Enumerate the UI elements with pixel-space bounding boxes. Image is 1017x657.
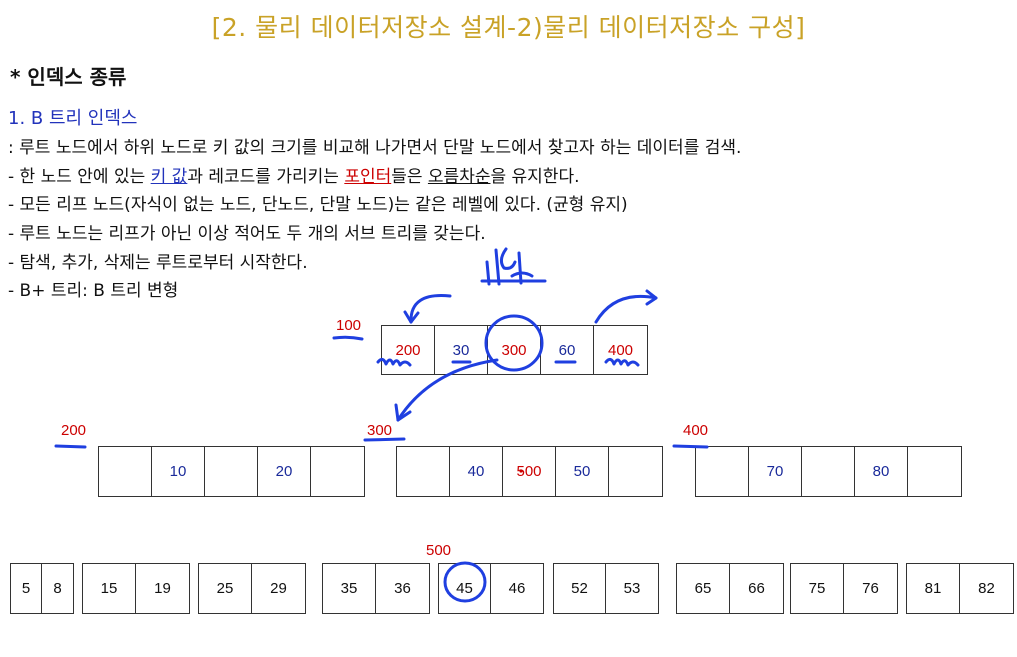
leaf-key: 19 — [154, 580, 171, 597]
leaf-node: 35 36 — [322, 563, 430, 614]
curved-arrow-left — [409, 294, 452, 324]
leaf-node: 15 19 — [82, 563, 190, 614]
root-pointer-2: 300 — [488, 326, 541, 374]
node-key: 40 — [450, 447, 503, 496]
desc-line-3: - 모든 리프 노드(자식이 없는 노드, 단노드, 단말 노드)는 같은 레벨… — [8, 195, 628, 215]
underline-stroke — [54, 444, 87, 449]
leaf-key: 46 — [508, 580, 526, 597]
page-title: [2. 물리 데이터저장소 설계-2)물리 데이터저장소 구성] — [211, 13, 806, 42]
leaf-key: 25 — [199, 564, 253, 613]
leaf-key: 8 — [53, 580, 62, 597]
arrowhead — [394, 403, 412, 422]
leaf-key: 15 — [83, 564, 137, 613]
leaf-key: 5 — [11, 564, 43, 613]
node-pointer — [696, 447, 749, 496]
node-key: 70 — [749, 447, 802, 496]
desc-line-6: - B+ 트리: B 트리 변형 — [8, 281, 179, 301]
subsection-heading: 1. B 트리 인덱스 — [8, 108, 138, 129]
leaf-node: 75 76 — [790, 563, 898, 614]
leaf-key: 66 — [748, 580, 765, 597]
leaf-node: 45 46 — [438, 563, 544, 614]
leaf-key: 36 — [394, 580, 411, 597]
level2-node-1-label: 200 — [61, 422, 87, 439]
leaf-node: 81 82 — [906, 563, 1014, 614]
root-pointer-1: 200 — [382, 326, 435, 374]
arrowhead — [403, 310, 420, 324]
leaf-key: 75 — [791, 564, 845, 613]
leaf-key: 76 — [862, 580, 879, 597]
leaf-key: 52 — [554, 564, 607, 613]
keyword-ascending: 오름차순 — [427, 167, 491, 187]
desc-line-2: - 한 노드 안에 있는 키 값과 레코드를 가리키는 포인터들은 오름차순을 … — [8, 162, 580, 187]
keyword-key-value: 키 값 — [150, 167, 188, 187]
leaf-key: 82 — [978, 580, 995, 597]
root-key-2: 60 — [541, 326, 594, 374]
desc-line-2-part-1: - 한 노드 안에 있는 — [8, 167, 151, 187]
node-key: 50 — [556, 447, 609, 496]
level2-node-3: 70 80 — [695, 446, 962, 497]
node-key: 80 — [855, 447, 908, 496]
leaf-node: 52 53 — [553, 563, 659, 614]
node-pointer — [311, 447, 364, 496]
root-key-1: 30 — [435, 326, 488, 374]
root-node-label: 100 — [336, 317, 362, 334]
leaf-key: 29 — [270, 580, 287, 597]
level2-node-2-label: 300 — [367, 422, 393, 439]
leaf-node: 65 66 — [676, 563, 784, 614]
desc-line-2-part-7: 을 유지한다. — [490, 167, 580, 187]
level2-node-2: 40 500 50 — [396, 446, 663, 497]
level2-node-3-label: 400 — [683, 422, 709, 439]
node-key: 10 — [152, 447, 205, 496]
underline-stroke — [363, 437, 406, 442]
keyword-pointer: 포인터 — [344, 167, 392, 187]
desc-line-5: - 탐색, 추가, 삭제는 루트로부터 시작한다. — [8, 253, 308, 273]
node-key: 20 — [258, 447, 311, 496]
leaf-node-label: 500 — [426, 542, 452, 559]
desc-line-2-part-5: 들은 — [391, 167, 428, 187]
leaf-key: 53 — [623, 580, 641, 597]
node-pointer — [908, 447, 961, 496]
root-pointer-3: 400 — [607, 341, 634, 359]
node-pointer — [609, 447, 662, 496]
underline-stroke — [332, 335, 364, 341]
scribble-stroke — [480, 247, 547, 286]
node-pointer — [99, 447, 152, 496]
node-pointer: 500 — [503, 447, 556, 496]
desc-line-4: - 루트 노드는 리프가 아닌 이상 적어도 두 개의 서브 트리를 갖는다. — [8, 224, 486, 244]
leaf-key: 35 — [323, 564, 377, 613]
level2-node-1: 10 20 — [98, 446, 365, 497]
desc-line-2-part-3: 과 레코드를 가리키는 — [187, 167, 345, 187]
section-heading: * 인덱스 종류 — [10, 65, 127, 89]
node-pointer — [802, 447, 855, 496]
root-node: 200 30 300 60 400 — [381, 325, 648, 375]
desc-line-1: : 루트 노드에서 하위 노드로 키 값의 크기를 비교해 나가면서 단말 노드… — [8, 138, 742, 158]
node-pointer — [397, 447, 450, 496]
curved-arrow-right — [594, 294, 658, 324]
leaf-key: 65 — [677, 564, 731, 613]
leaf-key: 45 — [439, 564, 492, 613]
node-pointer — [205, 447, 258, 496]
leaf-node: 25 29 — [198, 563, 306, 614]
leaf-key: 81 — [907, 564, 961, 613]
arrowhead — [645, 289, 658, 306]
